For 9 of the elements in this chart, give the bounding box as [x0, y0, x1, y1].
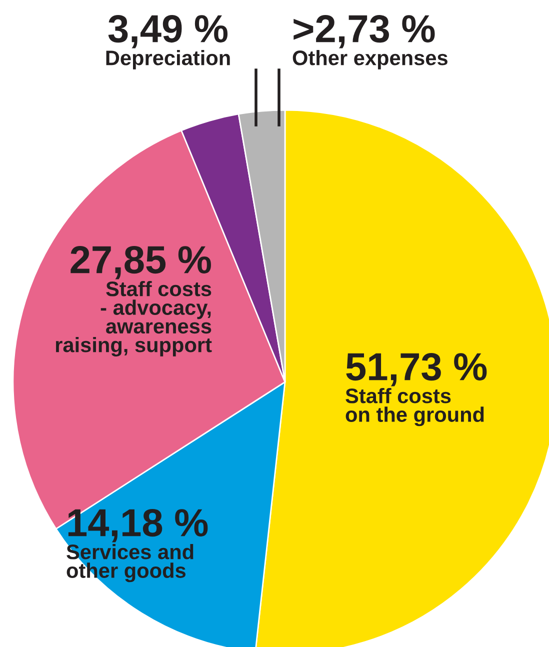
data-label: >2,73 % [294, 15, 435, 48]
data-label: 27,85 % [70, 246, 211, 280]
data-label: 51,73 % [346, 353, 487, 386]
data-label: 3,49 % [108, 15, 228, 48]
slice-label: Staff costs on the ground [346, 388, 484, 426]
slice-label: Depreciation [106, 50, 230, 70]
data-label: 14,18 % [68, 509, 208, 542]
slice-label: Staff costs - advocacy, awareness raising, support [56, 281, 212, 357]
slice-label: Other expenses [292, 50, 448, 70]
